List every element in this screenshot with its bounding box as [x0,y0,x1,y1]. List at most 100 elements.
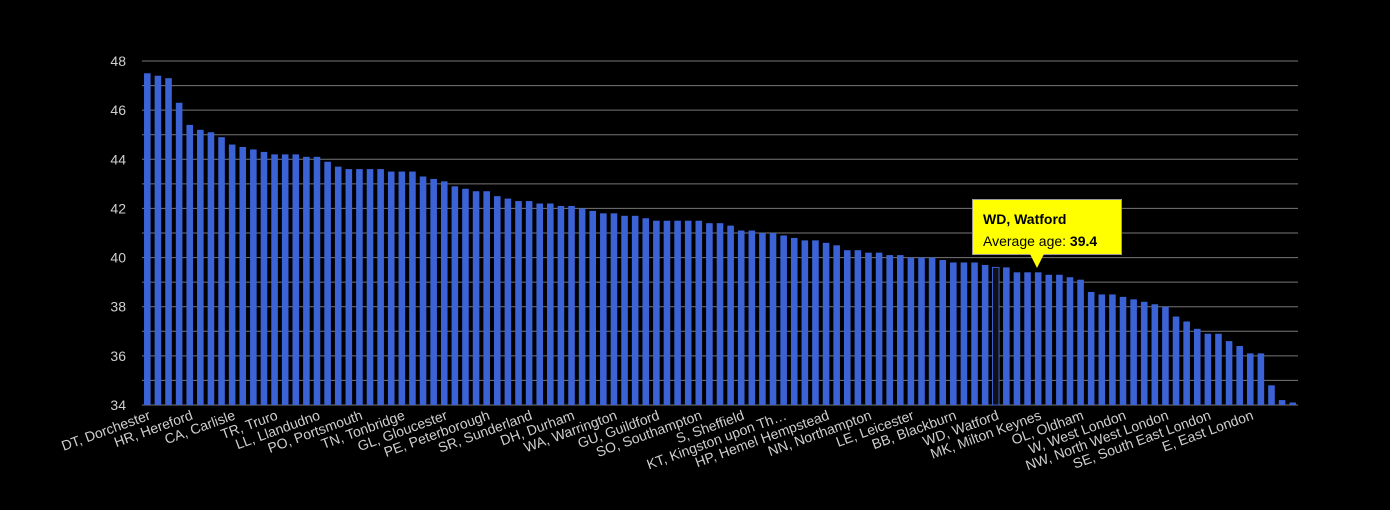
bar[interactable] [440,181,448,405]
bar[interactable] [218,137,225,406]
bar[interactable] [494,196,501,405]
bar[interactable] [451,186,459,405]
bar[interactable] [547,203,554,405]
bar[interactable] [1077,279,1084,405]
bar[interactable] [737,230,745,405]
bar[interactable] [260,151,268,405]
bar[interactable] [939,260,947,405]
bar[interactable] [928,257,936,405]
bar[interactable] [472,191,480,405]
bar[interactable] [1225,341,1233,405]
bar[interactable] [1066,277,1074,405]
bar[interactable] [578,208,586,405]
bar[interactable] [165,78,172,405]
bar[interactable] [1045,274,1053,405]
bar[interactable] [653,220,660,405]
bar[interactable] [790,237,798,405]
bar[interactable] [462,188,469,405]
bar[interactable] [684,220,692,405]
bar[interactable] [377,169,384,405]
bar[interactable] [356,169,363,405]
bar[interactable] [197,129,204,406]
bar[interactable] [610,213,618,405]
bar[interactable] [1140,301,1148,405]
bar[interactable] [1193,328,1201,405]
bar[interactable] [1098,294,1106,405]
bar[interactable] [727,225,734,405]
bar[interactable] [239,147,247,405]
bar[interactable] [345,169,353,405]
bar[interactable] [1289,402,1296,405]
bar[interactable] [907,257,915,405]
bar[interactable] [186,124,194,405]
bar[interactable] [515,201,522,405]
bar[interactable] [398,171,406,405]
bar[interactable] [854,250,862,405]
bar[interactable] [504,198,512,405]
bar[interactable] [642,218,650,405]
bar[interactable] [1204,333,1212,405]
bar[interactable] [991,266,1000,406]
bar[interactable] [1278,400,1286,405]
bar[interactable] [366,169,374,405]
bar[interactable] [1151,304,1159,405]
bar[interactable] [875,252,883,405]
bar[interactable] [812,240,819,405]
bar[interactable] [1109,294,1116,405]
bar[interactable] [409,171,416,405]
bar[interactable] [833,245,840,405]
bar[interactable] [981,264,989,405]
bar[interactable] [1003,267,1010,405]
bar[interactable] [1056,274,1063,405]
bar[interactable] [663,220,671,405]
bar[interactable] [334,166,342,405]
bar[interactable] [483,191,490,405]
bar[interactable] [292,154,300,405]
bar[interactable] [568,205,575,405]
bar[interactable] [716,223,724,405]
bar[interactable] [228,144,236,406]
bar[interactable] [1183,321,1190,405]
bar[interactable] [1024,272,1031,405]
bar[interactable] [144,73,151,405]
bar[interactable] [918,257,925,405]
bar[interactable] [759,233,766,405]
bar[interactable] [536,203,543,405]
bar[interactable] [706,223,713,405]
bar[interactable] [1172,316,1180,405]
bar[interactable] [1236,346,1243,405]
bar[interactable] [897,255,904,405]
bar[interactable] [960,262,968,405]
bar[interactable] [780,235,787,405]
bar[interactable] [589,210,597,405]
bar[interactable] [1087,291,1095,405]
bar[interactable] [600,213,607,405]
bar[interactable] [631,215,639,405]
bar[interactable] [971,262,978,405]
bar[interactable] [886,255,893,405]
bar[interactable] [1034,272,1042,405]
bar[interactable] [419,176,427,405]
bar[interactable] [801,240,809,405]
bar[interactable] [250,149,257,405]
bar[interactable] [674,220,681,405]
bar[interactable] [748,230,756,405]
bar[interactable] [1246,353,1254,405]
bar[interactable] [1119,296,1127,405]
bar[interactable] [303,156,310,405]
bar[interactable] [430,178,437,405]
bar[interactable] [1215,333,1222,405]
bar[interactable] [207,132,215,405]
bar[interactable] [1162,306,1169,405]
bar[interactable] [1130,299,1137,405]
bar[interactable] [695,220,703,405]
bar[interactable] [387,171,395,405]
bar[interactable] [281,154,289,405]
bar[interactable] [769,233,777,405]
bar[interactable] [843,250,851,405]
bar[interactable] [1257,353,1265,405]
bar[interactable] [557,205,565,405]
bar[interactable] [950,262,957,405]
bar[interactable] [271,154,278,405]
bar[interactable] [525,201,533,405]
